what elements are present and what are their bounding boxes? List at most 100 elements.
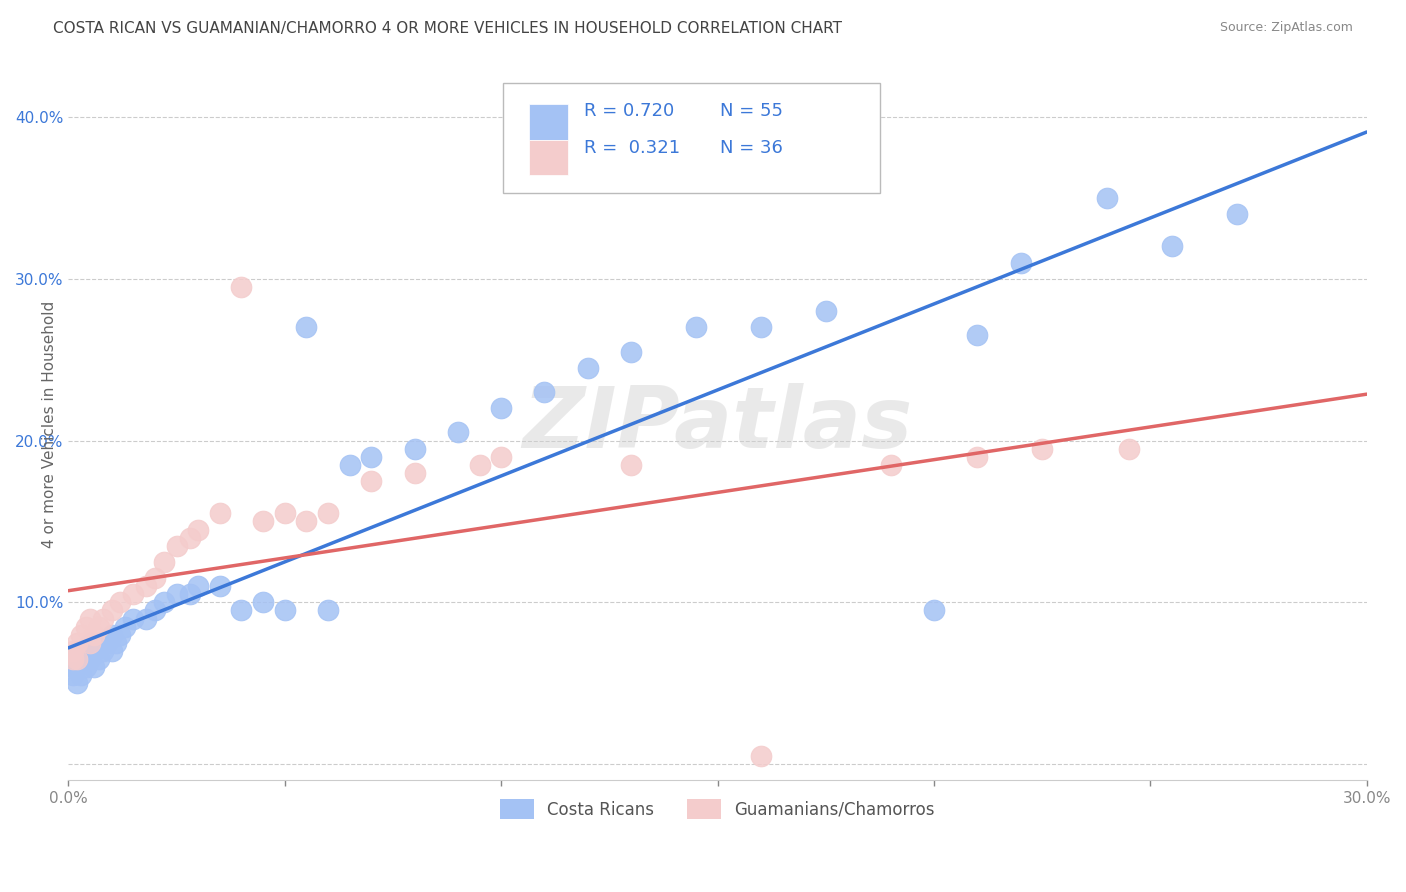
Point — [179, 531, 201, 545]
Point — [1010, 255, 1032, 269]
Point — [295, 320, 318, 334]
Text: R =  0.321: R = 0.321 — [583, 139, 681, 157]
Point — [252, 515, 274, 529]
Point — [87, 636, 110, 650]
Point — [274, 507, 297, 521]
Point — [91, 611, 114, 625]
Point — [966, 328, 988, 343]
Point — [87, 619, 110, 633]
Point — [100, 603, 122, 617]
Point — [1031, 442, 1053, 456]
Point — [231, 280, 253, 294]
Text: N = 55: N = 55 — [720, 102, 783, 120]
Point — [75, 619, 97, 633]
Point — [295, 515, 318, 529]
Point — [66, 660, 89, 674]
Bar — [529, 104, 568, 140]
Point — [96, 636, 118, 650]
Text: COSTA RICAN VS GUAMANIAN/CHAMORRO 4 OR MORE VEHICLES IN HOUSEHOLD CORRELATION CH: COSTA RICAN VS GUAMANIAN/CHAMORRO 4 OR M… — [53, 21, 842, 36]
Point — [66, 636, 89, 650]
Point — [749, 749, 772, 764]
Bar — [529, 140, 568, 176]
Point — [62, 652, 84, 666]
Point — [339, 458, 361, 472]
Point — [62, 652, 84, 666]
Point — [685, 320, 707, 334]
Point — [135, 579, 157, 593]
Text: R = 0.720: R = 0.720 — [583, 102, 673, 120]
Point — [75, 660, 97, 674]
Point — [489, 401, 512, 416]
Point — [79, 636, 101, 650]
Point — [87, 652, 110, 666]
Point — [100, 628, 122, 642]
Point — [62, 668, 84, 682]
Point — [166, 587, 188, 601]
Point — [316, 603, 339, 617]
Point — [404, 466, 426, 480]
Point — [62, 644, 84, 658]
Point — [620, 344, 643, 359]
Point — [83, 660, 105, 674]
Point — [122, 611, 145, 625]
Point — [208, 579, 231, 593]
Point — [83, 644, 105, 658]
Text: N = 36: N = 36 — [720, 139, 783, 157]
Point — [404, 442, 426, 456]
Point — [79, 611, 101, 625]
Point — [70, 652, 93, 666]
Point — [274, 603, 297, 617]
FancyBboxPatch shape — [503, 83, 880, 193]
Point — [1226, 207, 1249, 221]
Point — [252, 595, 274, 609]
Point — [620, 458, 643, 472]
Point — [66, 652, 89, 666]
Point — [83, 628, 105, 642]
Point — [66, 644, 89, 658]
Point — [70, 668, 93, 682]
Text: Source: ZipAtlas.com: Source: ZipAtlas.com — [1219, 21, 1353, 34]
Point — [66, 676, 89, 690]
Point — [62, 660, 84, 674]
Y-axis label: 4 or more Vehicles in Household: 4 or more Vehicles in Household — [42, 301, 58, 548]
Point — [208, 507, 231, 521]
Point — [966, 450, 988, 464]
Point — [152, 595, 174, 609]
Point — [79, 652, 101, 666]
Point — [360, 450, 382, 464]
Point — [749, 320, 772, 334]
Point — [91, 644, 114, 658]
Point — [922, 603, 945, 617]
Point — [316, 507, 339, 521]
Text: ZIPatlas: ZIPatlas — [523, 383, 912, 466]
Point — [122, 587, 145, 601]
Point — [135, 611, 157, 625]
Point — [1161, 239, 1184, 253]
Point — [1095, 191, 1118, 205]
Point — [110, 628, 132, 642]
Point — [152, 555, 174, 569]
Point — [75, 644, 97, 658]
Point — [576, 360, 599, 375]
Point — [447, 425, 470, 440]
Point — [187, 579, 209, 593]
Point — [360, 474, 382, 488]
Point — [70, 628, 93, 642]
Point — [879, 458, 901, 472]
Point — [1118, 442, 1140, 456]
Point — [489, 450, 512, 464]
Point — [231, 603, 253, 617]
Point — [79, 636, 101, 650]
Legend: Costa Ricans, Guamanians/Chamorros: Costa Ricans, Guamanians/Chamorros — [494, 793, 941, 825]
Point — [114, 619, 136, 633]
Point — [166, 539, 188, 553]
Point — [179, 587, 201, 601]
Point — [70, 644, 93, 658]
Point — [814, 304, 837, 318]
Point — [187, 523, 209, 537]
Point — [110, 595, 132, 609]
Point — [533, 385, 555, 400]
Point — [143, 571, 166, 585]
Point — [66, 652, 89, 666]
Point — [143, 603, 166, 617]
